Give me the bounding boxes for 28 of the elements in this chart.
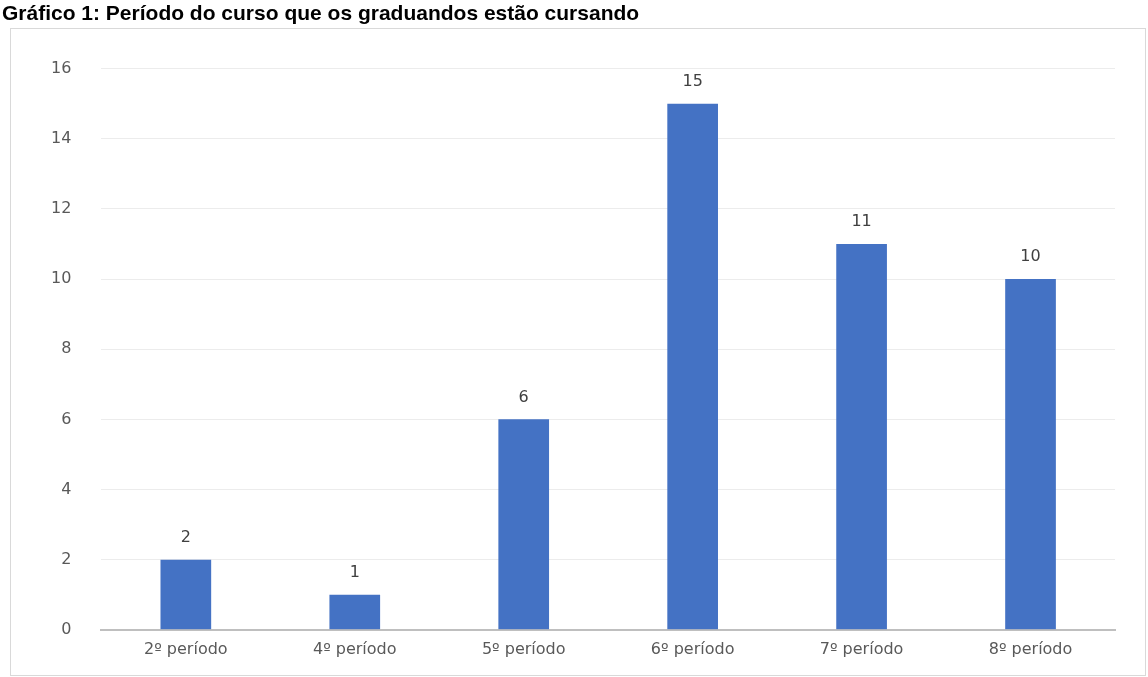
x-tick-label: 4º período	[312, 638, 397, 658]
x-tick-label: 8º período	[988, 638, 1073, 658]
bar	[329, 594, 381, 630]
bar	[160, 559, 212, 630]
data-label: 10	[1020, 246, 1041, 266]
data-label: 11	[851, 211, 872, 231]
y-tick-label: 6	[61, 408, 72, 428]
y-tick-label: 4	[61, 478, 72, 498]
data-label: 2	[180, 526, 191, 546]
bar	[836, 243, 887, 630]
bar	[498, 419, 550, 630]
chart-title: Gráfico 1: Período do curso que os graduandos estão cursando	[1, 0, 641, 26]
x-tick-label: 7º período	[819, 638, 904, 658]
y-tick-label: 16	[51, 57, 72, 77]
y-tick-label: 14	[51, 127, 72, 147]
data-label: 15	[682, 70, 703, 90]
bar	[1005, 279, 1056, 630]
data-label: 6	[518, 386, 529, 406]
data-label: 1	[349, 561, 360, 581]
x-tick-label: 6º período	[650, 638, 735, 658]
x-tick-label: 2º período	[144, 638, 228, 658]
y-tick-label: 12	[51, 198, 72, 218]
x-tick-label: 5º período	[481, 638, 566, 658]
y-tick-label: 10	[51, 268, 72, 288]
bar	[667, 103, 718, 630]
y-tick-label: 0	[61, 618, 72, 638]
y-tick-label: 8	[61, 338, 72, 358]
y-tick-label: 2	[61, 548, 72, 568]
